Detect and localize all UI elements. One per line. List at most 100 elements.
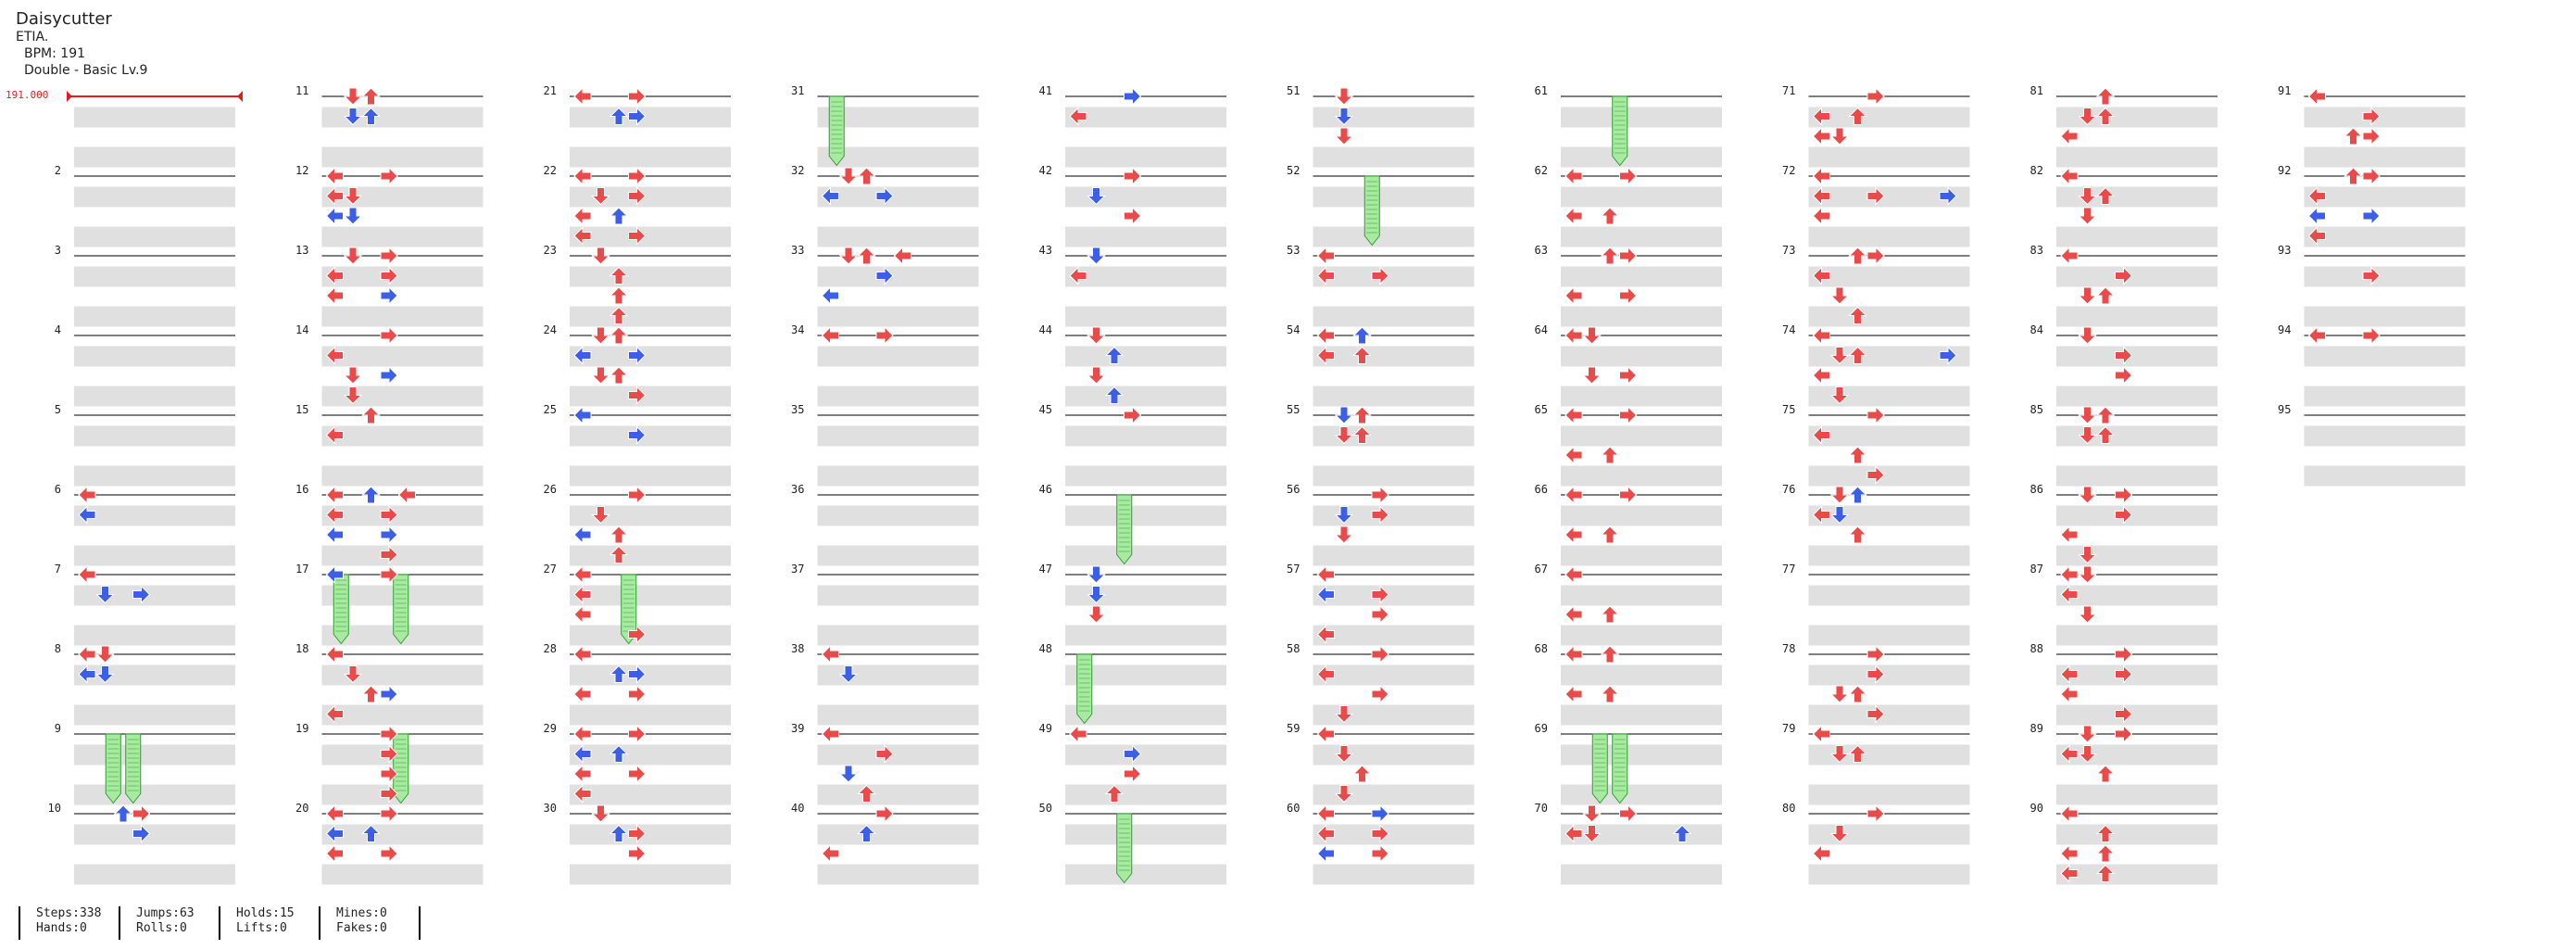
hold-layer (105, 95, 1628, 884)
measure-number: 19 (295, 722, 308, 735)
red-right-arrow-icon (380, 803, 398, 824)
measure-band (1313, 585, 1475, 606)
red-left-arrow-icon (893, 246, 911, 266)
measure-band (1808, 585, 1970, 606)
red-right-arrow-icon (1371, 843, 1389, 864)
measure-number: 7 (55, 563, 61, 576)
measure-band (1313, 425, 1475, 447)
red-right-arrow-icon (2362, 325, 2381, 346)
measure-band (1065, 505, 1226, 526)
measure-band (1808, 306, 1970, 327)
red-left-arrow-icon (1564, 405, 1583, 425)
red-left-arrow-icon (1316, 246, 1335, 266)
measure-number: 51 (1287, 84, 1300, 97)
red-down-arrow-icon (343, 366, 363, 385)
measure-band (1561, 146, 1722, 168)
measure-band (74, 346, 235, 367)
blue-left-arrow-icon (573, 525, 592, 545)
red-right-arrow-icon (875, 744, 894, 764)
measure-band (570, 465, 731, 487)
blue-down-arrow-icon (95, 665, 115, 684)
measure-number: 22 (544, 164, 557, 177)
stat-fakes: Fakes:0 (336, 921, 387, 935)
red-down-arrow-icon (1334, 426, 1354, 445)
measure-number: 89 (2030, 722, 2043, 735)
red-down-arrow-icon (1829, 386, 1850, 405)
measure-number: 53 (1287, 244, 1300, 257)
bpm-label: BPM: 191 (24, 46, 86, 61)
red-up-arrow-icon (1848, 744, 1867, 763)
measure-band (817, 107, 979, 128)
measure-band (74, 664, 235, 686)
red-right-arrow-icon (628, 625, 647, 644)
blue-up-arrow-icon (1104, 346, 1125, 364)
red-left-arrow-icon (2307, 226, 2326, 246)
measure-number: 67 (1535, 563, 1548, 576)
red-down-arrow-icon (1582, 825, 1602, 843)
red-down-arrow-icon (2078, 605, 2097, 624)
red-left-arrow-icon (1564, 604, 1583, 625)
measure-band (570, 306, 731, 327)
measure-band (2056, 545, 2218, 566)
red-left-arrow-icon (1812, 843, 1830, 864)
red-down-arrow-icon (1582, 804, 1602, 823)
red-left-arrow-icon (1812, 365, 1830, 386)
blue-right-arrow-icon (1371, 803, 1389, 824)
red-left-arrow-icon (573, 206, 592, 226)
red-right-arrow-icon (1866, 644, 1885, 664)
measure-band (1561, 545, 1722, 566)
measure-number: 90 (2030, 802, 2043, 815)
measure-number: 74 (1782, 323, 1795, 336)
blue-left-arrow-icon (1316, 585, 1335, 604)
measure-band (1313, 266, 1475, 287)
red-down-arrow-icon (2078, 546, 2097, 564)
measure-number: 86 (2030, 483, 2043, 496)
red-up-arrow-icon (2095, 425, 2116, 444)
measure-band (1313, 744, 1475, 766)
blue-right-arrow-icon (628, 425, 647, 445)
blue-left-arrow-icon (325, 525, 344, 545)
blue-left-arrow-icon (78, 664, 96, 684)
measure-number: 78 (1782, 642, 1795, 655)
red-up-arrow-icon (1600, 605, 1620, 624)
measure-number: 57 (1287, 563, 1300, 576)
measure-band (1065, 386, 1226, 407)
red-right-arrow-icon (2115, 365, 2133, 386)
measure-number: 68 (1535, 642, 1548, 655)
red-up-arrow-icon (1848, 107, 1867, 125)
measure-band (1808, 824, 1970, 845)
red-left-arrow-icon (1316, 564, 1335, 585)
measure-band (1561, 625, 1722, 646)
measure-band (570, 107, 731, 128)
blue-right-arrow-icon (380, 525, 398, 545)
blue-up-arrow-icon (609, 107, 629, 125)
measure-band (74, 226, 235, 247)
red-right-arrow-icon (380, 505, 398, 525)
measure-band (2304, 107, 2466, 128)
red-up-arrow-icon (1600, 207, 1620, 225)
red-right-arrow-icon (2115, 266, 2133, 285)
measure-band (2056, 704, 2218, 726)
red-up-arrow-icon (1848, 525, 1867, 544)
red-left-arrow-icon (2060, 166, 2079, 186)
red-right-arrow-icon (380, 744, 398, 764)
measure-number: 11 (295, 84, 308, 97)
blue-up-arrow-icon (361, 824, 381, 842)
red-left-arrow-icon (1564, 166, 1583, 186)
measure-band (2056, 625, 2218, 646)
measure-number: 49 (1039, 722, 1052, 735)
stat-mines: Mines:0 (336, 906, 387, 920)
red-left-arrow-icon (1316, 803, 1335, 824)
red-left-arrow-icon (2060, 664, 2079, 684)
measure-band (1808, 545, 1970, 566)
red-left-arrow-icon (1564, 206, 1583, 226)
red-right-arrow-icon (2115, 346, 2133, 365)
red-left-arrow-icon (1812, 505, 1830, 525)
measure-band (1561, 664, 1722, 686)
red-down-arrow-icon (591, 247, 610, 265)
red-down-arrow-icon (2078, 486, 2097, 504)
measure-band (1808, 625, 1970, 646)
measure-band (1808, 465, 1970, 487)
measure-band (1808, 226, 1970, 247)
measure-band (817, 625, 979, 646)
